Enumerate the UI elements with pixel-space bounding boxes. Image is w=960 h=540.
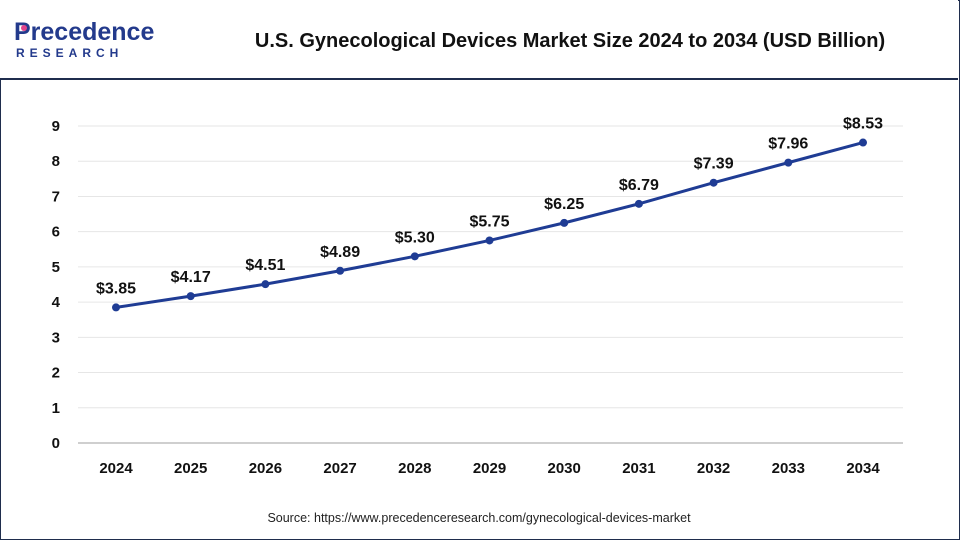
svg-text:RESEARCH: RESEARCH (16, 46, 123, 60)
chart-title: U.S. Gynecological Devices Market Size 2… (254, 30, 886, 52)
data-point (634, 199, 643, 208)
data-label: $6.79 (619, 177, 659, 194)
data-labels: $3.85 $4.17 $4.51 $4.89 $5.30 $5.75 $6.25 $6.79… (96, 116, 883, 298)
data-label: $7.39 (694, 156, 734, 173)
header: Precedence RESEARCH U.S. Gynecological D… (0, 0, 958, 80)
grid-lines (78, 125, 903, 409)
x-tick-label: 2032 (697, 460, 730, 477)
data-point (560, 218, 569, 227)
y-tick-label: 0 (52, 435, 60, 452)
precedence-research-logo: Precedence RESEARCH (14, 18, 154, 60)
svg-text:Precedence: Precedence (14, 18, 154, 46)
x-tick-label: 2029 (473, 460, 506, 477)
y-tick-label: 2 (52, 365, 60, 382)
data-label: $5.30 (395, 229, 435, 246)
data-label: $3.85 (96, 280, 136, 297)
x-tick-label: 2028 (398, 460, 431, 477)
y-tick-label: 6 (52, 224, 60, 241)
data-point (410, 252, 419, 261)
x-tick-label: 2031 (622, 460, 655, 477)
y-tick-label: 5 (52, 259, 60, 276)
data-label: $4.51 (245, 257, 285, 274)
data-point (784, 158, 793, 167)
x-tick-label: 2026 (249, 460, 282, 477)
y-tick-label: 9 (52, 118, 60, 135)
data-point (112, 303, 120, 312)
x-tick-label: 2027 (323, 460, 356, 477)
x-tick-label: 2033 (772, 460, 805, 477)
y-tick-label: 7 (52, 188, 60, 205)
x-tick-label: 2034 (846, 460, 880, 477)
data-point (859, 138, 867, 147)
y-axis-ticks: 0 1 2 3 4 5 6 7 8 9 (52, 118, 61, 452)
data-label: $5.75 (469, 213, 509, 230)
x-tick-label: 2030 (548, 460, 581, 477)
source-note: Source: https://www.precedenceresearch.c… (267, 511, 691, 525)
data-label: $4.89 (320, 244, 360, 261)
data-point (336, 266, 345, 275)
data-point (485, 236, 494, 245)
data-point (186, 292, 195, 301)
y-tick-label: 3 (52, 329, 60, 346)
x-tick-label: 2025 (174, 460, 207, 477)
data-label: $7.96 (768, 136, 808, 153)
data-points (112, 138, 867, 312)
x-axis-ticks: 2024 2025 2026 2027 2028 2029 2030 2031 2032 2033… (99, 460, 880, 477)
data-label: $4.17 (171, 269, 211, 286)
y-tick-label: 1 (52, 400, 60, 417)
data-point (261, 280, 270, 289)
y-tick-label: 8 (52, 153, 60, 170)
y-tick-label: 4 (52, 294, 61, 311)
data-point (709, 178, 718, 187)
data-label: $6.25 (544, 196, 584, 213)
x-tick-label: 2024 (99, 460, 133, 477)
data-label: $8.53 (843, 116, 883, 133)
